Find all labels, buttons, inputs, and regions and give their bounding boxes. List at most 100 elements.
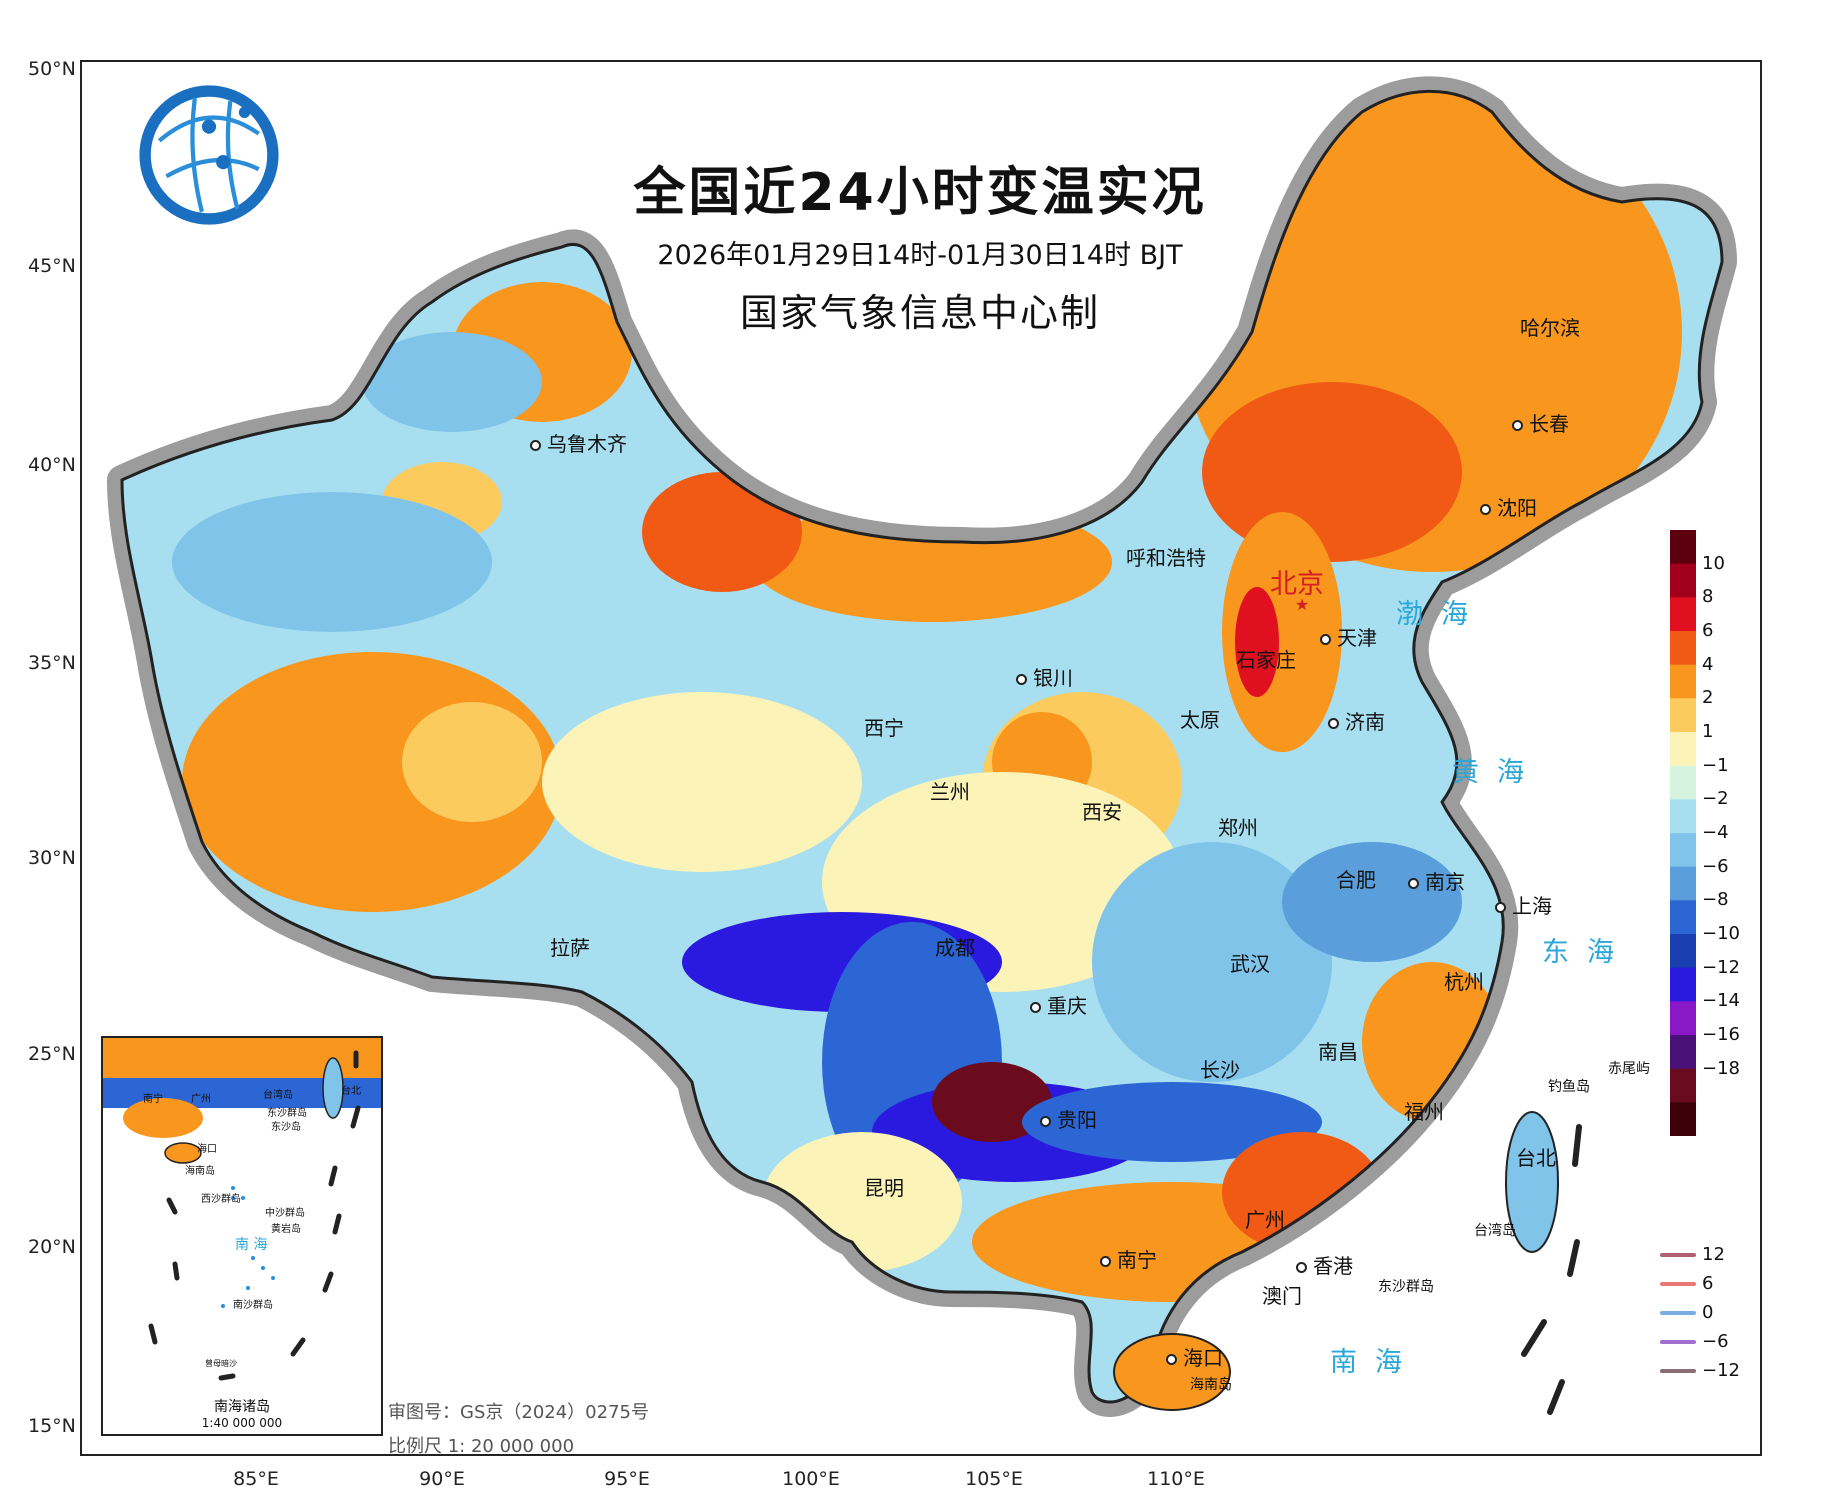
line-legend-item: 12 — [1660, 1244, 1725, 1268]
legend-tick-label: −18 — [1702, 1057, 1740, 1079]
sea-label-donghai: 东海 — [1542, 937, 1632, 968]
map-title: 全国近24小时变温实况 — [633, 163, 1207, 223]
cma-logo-icon — [139, 85, 279, 225]
inset-sea-label: 南 海 — [235, 1237, 268, 1253]
lat-label: 35°N — [28, 652, 76, 674]
island-label: 钓鱼岛 — [1548, 1079, 1590, 1095]
legend-color-swatch — [1670, 833, 1696, 868]
line-swatch — [1660, 1253, 1696, 1257]
lon-label: 105°E — [965, 1468, 1023, 1490]
city-label: 南京 — [1408, 866, 1465, 895]
line-legend-item: −6 — [1660, 1331, 1729, 1355]
line-swatch — [1660, 1311, 1696, 1315]
line-legend-item: 6 — [1660, 1273, 1713, 1297]
city-dot-icon — [1495, 902, 1506, 913]
city-dot-icon — [1480, 504, 1491, 515]
maritime-boundary — [1521, 1124, 1582, 1415]
island-label: 东沙群岛 — [1378, 1279, 1434, 1295]
city-dot-icon — [1512, 420, 1523, 431]
island-label: 台湾岛 — [1474, 1223, 1516, 1239]
legend-tick-label: −12 — [1702, 956, 1740, 978]
city-label: 香港 — [1296, 1250, 1353, 1279]
legend-tick-label: 2 — [1702, 687, 1714, 709]
legend-color-swatch — [1670, 1035, 1696, 1070]
city-label: 天津 — [1320, 622, 1377, 651]
legend-color-swatch — [1670, 530, 1696, 565]
inset-label: 海南岛 — [185, 1166, 215, 1177]
city-label: 南宁 — [1100, 1244, 1157, 1273]
south-china-sea-inset: 南宁 广州 台北 台湾岛 东沙群岛 东沙岛 海口 海南岛 西沙群岛 中沙群岛 黄… — [101, 1036, 383, 1436]
inset-label: 南沙群岛 — [233, 1300, 273, 1311]
city-label: 石家庄 — [1236, 648, 1296, 672]
city-label: 拉萨 — [550, 936, 590, 960]
inset-label: 台北 — [341, 1086, 361, 1097]
inset-label: 东沙岛 — [271, 1122, 301, 1133]
legend-tick-label: −16 — [1702, 1024, 1740, 1045]
lat-label: 40°N — [28, 454, 76, 476]
city-label: 郑州 — [1218, 816, 1258, 840]
lon-label: 90°E — [419, 1468, 465, 1490]
capital-label: 北京 — [1270, 569, 1324, 600]
city-dot-icon — [1328, 718, 1339, 729]
inset-map — [103, 1038, 381, 1381]
lon-label: 95°E — [604, 1468, 650, 1490]
city-dot-icon — [1030, 1002, 1041, 1013]
city-dot-icon — [1040, 1116, 1051, 1127]
city-label: 武汉 — [1230, 952, 1270, 976]
sea-label-huanghai: 黄海 — [1452, 757, 1542, 788]
city-label: 呼和浩特 — [1126, 546, 1206, 570]
legend-color-swatch — [1670, 631, 1696, 666]
inset-label: 黄岩岛 — [271, 1224, 301, 1235]
lat-label: 25°N — [28, 1043, 76, 1065]
inset-label: 中沙群岛 — [265, 1208, 305, 1219]
legend-tick-label: −10 — [1702, 923, 1740, 944]
color-legend-bar — [1670, 530, 1696, 1136]
city-label: 福州 — [1404, 1100, 1444, 1124]
inset-label: 广州 — [191, 1094, 211, 1105]
city-dot-icon — [1408, 878, 1419, 889]
legend-color-swatch — [1670, 934, 1696, 969]
city-label: 哈尔滨 — [1520, 316, 1580, 340]
city-label: 杭州 — [1444, 970, 1484, 994]
city-label: 兰州 — [930, 780, 970, 804]
legend-tick-label: 8 — [1702, 586, 1714, 608]
city-label: 西安 — [1082, 800, 1122, 824]
lat-label: 15°N — [28, 1415, 76, 1437]
island-label: 赤尾屿 — [1608, 1061, 1650, 1077]
city-dot-icon — [1166, 1354, 1177, 1365]
map-frame: ★ — [80, 60, 1762, 1456]
capital-star-icon: ★ — [1295, 595, 1309, 614]
lat-label: 50°N — [28, 58, 76, 80]
inset-title: 南海诸岛 — [214, 1399, 270, 1415]
inset-label: 台湾岛 — [263, 1090, 293, 1101]
city-label: 上海 — [1495, 890, 1552, 919]
line-swatch — [1660, 1282, 1696, 1286]
legend-tick-label: −4 — [1702, 822, 1729, 843]
legend-color-swatch — [1670, 900, 1696, 935]
city-dot-icon — [1100, 1256, 1111, 1267]
inset-label: 海口 — [197, 1144, 217, 1155]
legend-tick-label: 1 — [1702, 721, 1714, 742]
city-label: 澳门 — [1262, 1284, 1302, 1308]
inset-scale: 1:40 000 000 — [201, 1416, 283, 1430]
city-label: 重庆 — [1030, 990, 1087, 1019]
legend-color-swatch — [1670, 664, 1696, 699]
legend-color-swatch — [1670, 597, 1696, 632]
line-legend-item: −12 — [1660, 1360, 1740, 1384]
line-legend-item: 0 — [1660, 1302, 1713, 1326]
inset-label: 东沙群岛 — [267, 1108, 307, 1119]
lat-label: 30°N — [28, 847, 76, 869]
legend-tick-label: 4 — [1702, 653, 1714, 675]
city-label: 南昌 — [1318, 1040, 1358, 1064]
lon-label: 85°E — [233, 1468, 279, 1490]
line-swatch — [1660, 1369, 1696, 1373]
city-label: 台北 — [1516, 1146, 1556, 1170]
legend-tick-label: 10 — [1702, 552, 1725, 574]
review-number: 审图号：GS京（2024）0275号 — [388, 1402, 649, 1423]
city-dot-icon — [1320, 634, 1331, 645]
map-period: 2026年01月29日14时-01月30日14时 BJT — [657, 240, 1183, 271]
lat-label: 45°N — [28, 255, 76, 277]
city-label: 乌鲁木齐 — [530, 428, 627, 457]
legend-color-swatch — [1670, 698, 1696, 733]
